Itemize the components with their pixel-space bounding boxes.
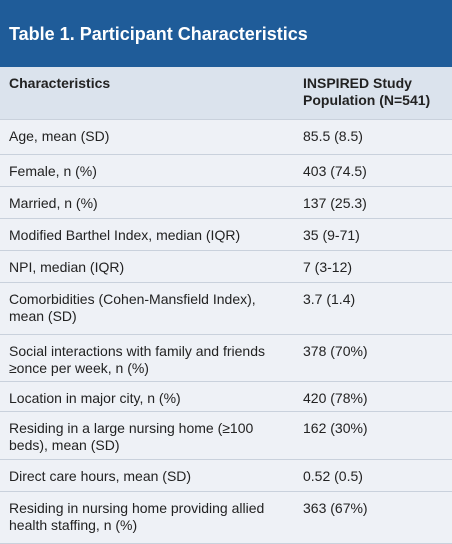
header-cell: INSPIRED Study Population (N=541) <box>303 75 431 108</box>
table-cell: 3.7 (1.4) <box>303 291 356 307</box>
table-cell: 7 (3-12) <box>303 259 353 275</box>
table-row: Direct care hours, mean (SD) 0.52 (0.5) <box>0 460 452 492</box>
table: Characteristics INSPIRED Study Population… <box>0 67 452 544</box>
table-cell: 363 (67%) <box>303 500 368 516</box>
table-cell: Location in major city, n (%) <box>9 390 181 406</box>
table-cell: Social interactions with family and frie… <box>9 343 266 376</box>
table-row: Residing in nursing home providing allie… <box>0 492 452 544</box>
table-cell: 378 (70%) <box>303 343 368 359</box>
table-row: Modified Barthel Index, median (IQR) 35 (… <box>0 219 452 251</box>
table-row: NPI, median (IQR) 7 (3-12) <box>0 251 452 283</box>
table-cell: 162 (30%) <box>303 420 368 436</box>
table-row: Residing in a large nursing home (≥100 b… <box>0 412 452 460</box>
table-cell: Married, n (%) <box>9 195 98 211</box>
table-cell: Female, n (%) <box>9 163 97 179</box>
table-cell: 35 (9-71) <box>303 227 360 243</box>
table-cell: Residing in nursing home providing allie… <box>9 500 265 533</box>
table-cell: Comorbidities (Cohen-Mansfield Index), m… <box>9 291 256 324</box>
table-cell: Direct care hours, mean (SD) <box>9 468 192 484</box>
header-row: Characteristics INSPIRED Study Population… <box>0 67 452 120</box>
table-cell: 85.5 (8.5) <box>303 128 363 144</box>
table-cell: 420 (78%) <box>303 390 368 406</box>
table-row: Female, n (%) 403 (74.5) <box>0 155 452 187</box>
header-cell: Characteristics <box>9 75 111 91</box>
table-row: Married, n (%) 137 (25.3) <box>0 187 452 219</box>
table-title: Table 1. Participant Characteristics <box>0 0 452 67</box>
table-cell: 0.52 (0.5) <box>303 468 363 484</box>
table-cell: Modified Barthel Index, median (IQR) <box>9 227 241 243</box>
table-cell: NPI, median (IQR) <box>9 259 125 275</box>
table-row: Comorbidities (Cohen-Mansfield Index), m… <box>0 283 452 335</box>
table-cell: Residing in a large nursing home (≥100 b… <box>9 420 254 453</box>
table-cell: 403 (74.5) <box>303 163 367 179</box>
table-row: Location in major city, n (%) 420 (78%) <box>0 382 452 412</box>
table-row: Age, mean (SD) 85.5 (8.5) <box>0 120 452 155</box>
table-cell: 137 (25.3) <box>303 195 367 211</box>
table-row: Social interactions with family and frie… <box>0 335 452 382</box>
table-cell: Age, mean (SD) <box>9 128 110 144</box>
